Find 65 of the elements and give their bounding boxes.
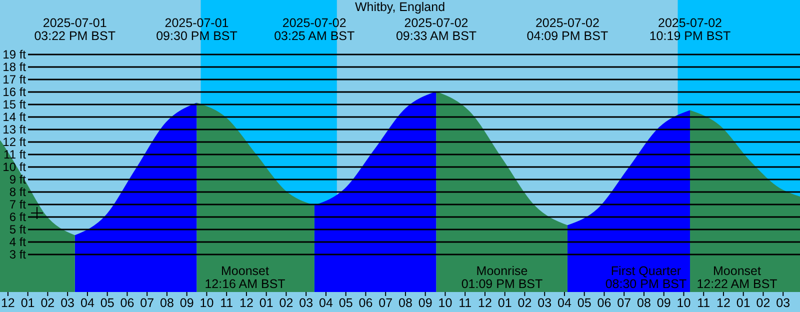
x-tick-label: 01	[20, 296, 35, 310]
x-tick-label: 04	[319, 296, 333, 310]
y-tick-label: 13 ft	[2, 122, 27, 136]
x-tick-label: 11	[220, 296, 234, 310]
y-tick-label: 12 ft	[2, 135, 27, 149]
x-tick-label: 11	[458, 296, 472, 310]
x-tick-label: 12	[716, 296, 730, 310]
x-tick-label: 05	[577, 296, 592, 310]
x-tick-label: 01	[259, 296, 274, 310]
x-tick-label: 09	[418, 296, 432, 310]
x-tick-label: 02	[279, 296, 294, 310]
annotation: Moonset 12:22 AM BST	[696, 264, 778, 291]
y-tick-label: 19 ft	[2, 48, 27, 62]
x-tick-label: 07	[140, 296, 154, 310]
y-tick-label: 14 ft	[2, 110, 27, 124]
x-tick-label: 04	[80, 296, 94, 310]
y-tick-label: 5 ft	[9, 222, 27, 236]
y-tick-label: 18 ft	[2, 60, 27, 74]
x-tick-label: 11	[697, 296, 710, 310]
y-tick-label: 16 ft	[2, 85, 27, 99]
x-tick-label: 08	[160, 296, 174, 310]
x2-tick-label: 2025-07-02 09:33 AM BST	[396, 16, 477, 43]
x-tick-label: 10	[438, 296, 452, 310]
y-tick-label: 9 ft	[9, 172, 27, 186]
y-tick-label: 17 ft	[2, 72, 27, 86]
y-tick-label: 15 ft	[2, 98, 27, 112]
x-tick-label: 03	[776, 296, 790, 310]
x-tick-label: 03	[299, 296, 314, 310]
x-tick-label: 06	[120, 296, 134, 310]
x-tick-label: 02	[518, 296, 532, 310]
y-tick-label: 7 ft	[9, 198, 27, 212]
x-tick-label: 02	[40, 296, 55, 310]
x-tick-label: 10	[676, 296, 691, 310]
y-tick-label: 4 ft	[9, 235, 27, 249]
y-tick-label: 11 ft	[4, 148, 27, 162]
x-tick-label: 08	[637, 296, 651, 310]
y-tick-label: 8 ft	[9, 185, 27, 199]
x-tick-label: 08	[398, 296, 412, 310]
x-tick-label: 09	[180, 296, 194, 310]
x-tick-label: 12	[240, 296, 254, 310]
x-tick-label: 09	[656, 296, 671, 310]
x-tick-label: 04	[558, 296, 572, 310]
x-tick-label: 07	[617, 296, 632, 310]
x-tick-label: 05	[338, 296, 353, 310]
x-tick-label: 05	[100, 296, 114, 310]
x-tick-label: 03	[538, 296, 552, 310]
x-tick-label: 02	[756, 296, 770, 310]
x-tick-label: 01	[736, 296, 750, 310]
chart-title: Whitby, England	[354, 0, 446, 14]
x2-tick-label: 2025-07-01 03:22 PM BST	[34, 16, 116, 43]
annotation: Moonset 12:16 AM BST	[204, 264, 286, 291]
y-tick-label: 10 ft	[2, 160, 27, 174]
x2-tick-label: 2025-07-02 04:09 PM BST	[526, 16, 608, 43]
annotation: Moonrise 01:09 PM BST	[461, 264, 543, 291]
x-tick-label: 03	[60, 296, 75, 310]
y-tick-label: 6 ft	[9, 210, 27, 224]
y-tick-label: 3 ft	[9, 248, 27, 262]
x-tick-label: 01	[498, 296, 512, 310]
x-tick-label: 10	[200, 296, 214, 310]
x-tick-label: 06	[358, 296, 373, 310]
x-tick-label: 12	[0, 296, 15, 310]
x-tick-label: 12	[478, 296, 492, 310]
annotation: First Quarter 08:30 PM BST	[605, 264, 687, 291]
x-tick-label: 07	[378, 296, 393, 310]
x-tick-label: 06	[597, 296, 612, 310]
